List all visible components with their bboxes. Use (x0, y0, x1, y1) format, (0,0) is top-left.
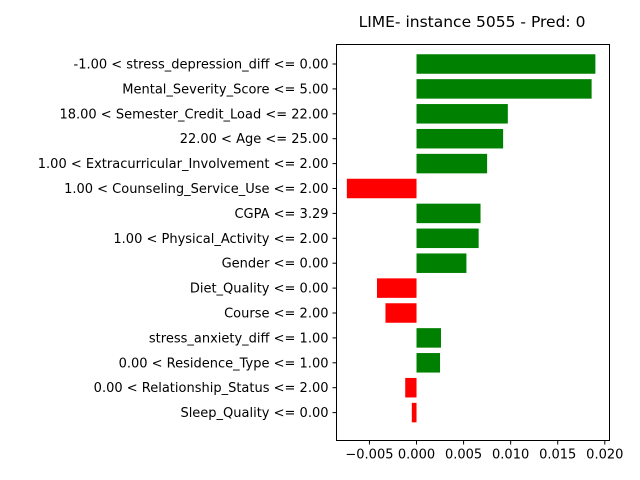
bar-11 (416, 328, 441, 348)
x-tick-label-0: −0.005 (345, 448, 393, 463)
bar-14 (411, 402, 417, 423)
y-tick-labels: -1.00 < stress_depression_diff <= 0.00 Me… (38, 58, 337, 421)
bar-8 (416, 253, 467, 273)
bar-5 (346, 178, 417, 199)
y-tick-label-10: Course <= 2.00 (224, 307, 328, 322)
y-tick-label-5: 1.00 < Counseling_Service_Use <= 2.00 (64, 182, 328, 197)
y-tick-label-2: 18.00 < Semester_Credit_Load <= 22.00 (59, 107, 328, 122)
y-tick-label-3: 22.00 < Age <= 25.00 (180, 132, 329, 147)
bar-9 (376, 278, 417, 298)
x-tick-label-1: 0.000 (398, 448, 435, 463)
bar-12 (416, 353, 441, 373)
x-ticks: −0.005 0.000 0.005 0.010 0.015 0.020 (345, 440, 623, 463)
y-tick-label-7: 1.00 < Physical_Activity <= 2.00 (113, 232, 328, 247)
y-tick-label-1: Mental_Severity_Score <= 5.00 (122, 82, 328, 97)
y-tick-label-12: 0.00 < Residence_Type <= 1.00 (119, 356, 329, 371)
y-tick-label-9: Diet_Quality <= 0.00 (190, 282, 329, 297)
bar-13 (405, 377, 417, 398)
chart-title: LIME- instance 5055 - Pred: 0 (359, 13, 586, 31)
bar-4 (416, 153, 488, 174)
bar-2 (416, 104, 508, 124)
plot-frame (336, 44, 610, 441)
y-tick-label-4: 1.00 < Extracurricular_Involvement <= 2.… (38, 157, 329, 172)
bars-group (346, 54, 596, 423)
x-tick-label-4: 0.015 (539, 448, 576, 463)
bar-0 (416, 54, 596, 74)
y-tick-label-0: -1.00 < stress_depression_diff <= 0.00 (74, 58, 329, 73)
bar-6 (416, 203, 481, 224)
y-tick-label-14: Sleep_Quality <= 0.00 (180, 406, 328, 421)
y-tick-label-8: Gender <= 0.00 (222, 257, 329, 272)
y-tick-label-6: CGPA <= 3.29 (234, 207, 328, 222)
bar-10 (385, 303, 417, 323)
bar-1 (416, 79, 592, 99)
bar-7 (416, 228, 479, 249)
x-tick-label-3: 0.010 (492, 448, 529, 463)
bar-3 (416, 128, 504, 149)
y-tick-label-13: 0.00 < Relationship_Status <= 2.00 (94, 381, 329, 396)
y-tick-label-11: stress_anxiety_diff <= 1.00 (149, 331, 329, 346)
x-tick-label-5: 0.020 (586, 448, 623, 463)
x-tick-label-2: 0.005 (445, 448, 482, 463)
